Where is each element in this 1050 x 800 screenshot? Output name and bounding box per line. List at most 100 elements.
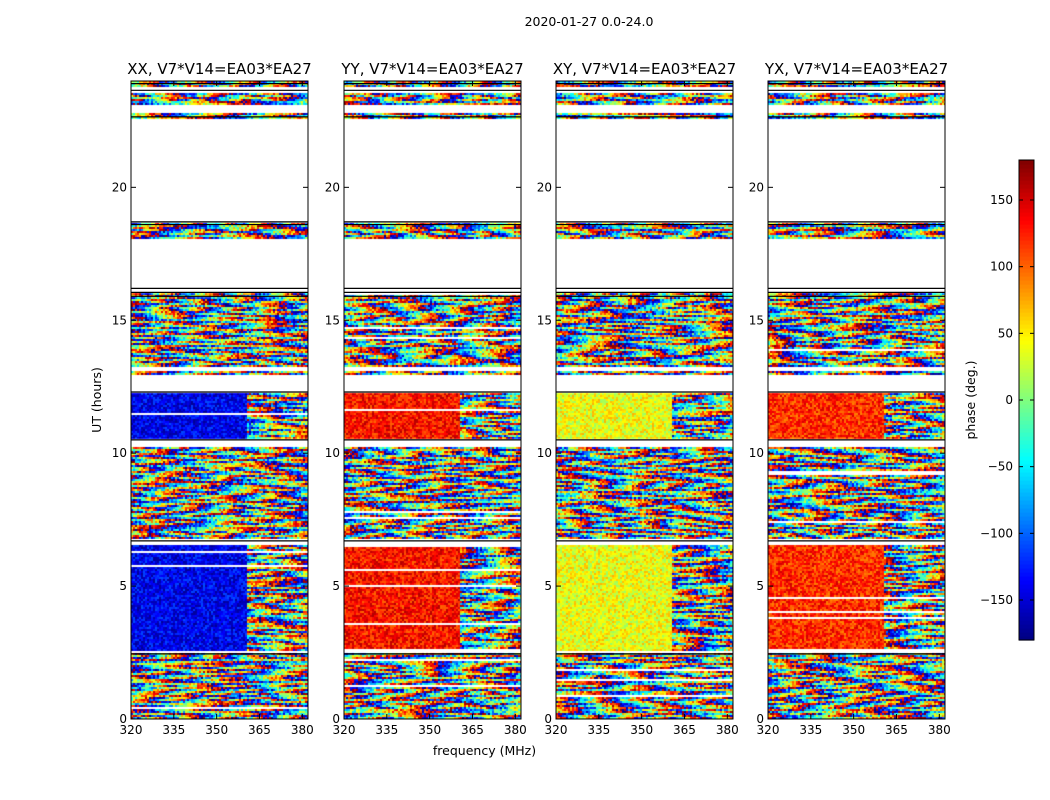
colorbar-segment — [1019, 260, 1034, 265]
colorbar-segment — [1019, 564, 1034, 569]
axes-frame — [130, 80, 309, 720]
colorbar-segment — [1019, 324, 1034, 329]
x-tick-label: 335 — [375, 723, 398, 737]
colorbar-segment — [1019, 492, 1034, 497]
colorbar-segment — [1019, 284, 1034, 289]
panel-1: YY, V7*V14=EA03*EA27 320 335 350 365 380 0 5 10 1… — [325, 60, 536, 758]
axes-frame — [555, 80, 734, 720]
colorbar-segment — [1019, 332, 1034, 337]
colorbar-tick-label: −150 — [980, 593, 1013, 607]
x-tick-label: 365 — [885, 723, 908, 737]
colorbar-segment — [1019, 164, 1034, 169]
y-tick-label: 0 — [332, 712, 340, 726]
colorbar-segment — [1019, 528, 1034, 533]
colorbar-tick-label: 150 — [990, 193, 1013, 207]
colorbar-segment — [1019, 188, 1034, 193]
y-tick-label: 15 — [112, 313, 127, 327]
y-tick-label: 5 — [756, 579, 764, 593]
colorbar-segment — [1019, 192, 1034, 197]
colorbar-segment — [1019, 380, 1034, 385]
colorbar-segment — [1019, 228, 1034, 233]
colorbar-segment — [1019, 472, 1034, 477]
colorbar-segment — [1019, 496, 1034, 501]
colorbar-segment — [1019, 336, 1034, 341]
colorbar-tick-label: −50 — [988, 460, 1013, 474]
colorbar-segment — [1019, 512, 1034, 517]
colorbar-segment — [1019, 272, 1034, 277]
x-tick-label: 335 — [799, 723, 822, 737]
y-tick-label: 0 — [119, 712, 127, 726]
colorbar-segment — [1019, 384, 1034, 389]
colorbar-segment — [1019, 212, 1034, 217]
y-tick-label: 15 — [537, 313, 552, 327]
x-tick-label: 350 — [630, 723, 653, 737]
colorbar-segment — [1019, 468, 1034, 473]
colorbar-segment — [1019, 560, 1034, 565]
colorbar-segment — [1019, 612, 1034, 617]
colorbar-segment — [1019, 204, 1034, 209]
axes-frame — [343, 80, 522, 720]
colorbar-segment — [1019, 552, 1034, 557]
y-tick-label: 5 — [544, 579, 552, 593]
colorbar-segment — [1019, 636, 1034, 641]
colorbar-segment — [1019, 464, 1034, 469]
panel-title: YY, V7*V14=EA03*EA27 — [340, 60, 523, 78]
colorbar-segment — [1019, 544, 1034, 549]
colorbar-segment — [1019, 240, 1034, 245]
x-tick-label: 350 — [418, 723, 441, 737]
colorbar-segment — [1019, 328, 1034, 333]
colorbar-segment — [1019, 300, 1034, 305]
colorbar-segment — [1019, 360, 1034, 365]
colorbar-segment — [1019, 576, 1034, 581]
colorbar: 150 100 50 0 −50 −100 −150 phase (deg.) — [963, 159, 1035, 641]
x-tick-label: 320 — [545, 723, 568, 737]
x-tick-label: 320 — [757, 723, 780, 737]
colorbar-segment — [1019, 264, 1034, 269]
y-tick-label: 20 — [537, 180, 552, 194]
colorbar-segment — [1019, 320, 1034, 325]
colorbar-segment — [1019, 176, 1034, 181]
colorbar-segment — [1019, 596, 1034, 601]
colorbar-segment — [1019, 408, 1034, 413]
x-tick-label: 365 — [248, 723, 271, 737]
colorbar-segment — [1019, 548, 1034, 553]
colorbar-tick-label: 100 — [990, 260, 1013, 274]
colorbar-segment — [1019, 184, 1034, 189]
colorbar-segment — [1019, 416, 1034, 421]
colorbar-segment — [1019, 168, 1034, 173]
y-tick-label: 10 — [112, 446, 127, 460]
colorbar-segment — [1019, 292, 1034, 297]
phase-heatmap — [131, 81, 308, 719]
colorbar-segment — [1019, 216, 1034, 221]
colorbar-segment — [1019, 308, 1034, 313]
colorbar-segment — [1019, 236, 1034, 241]
colorbar-segment — [1019, 388, 1034, 393]
colorbar-segment — [1019, 608, 1034, 613]
colorbar-segment — [1019, 224, 1034, 229]
colorbar-segment — [1019, 588, 1034, 593]
colorbar-segment — [1019, 568, 1034, 573]
x-axis-label: frequency (MHz) — [433, 743, 536, 758]
colorbar-segment — [1019, 424, 1034, 429]
phase-heatmap — [556, 81, 733, 719]
colorbar-segment — [1019, 248, 1034, 253]
colorbar-segment — [1019, 620, 1034, 625]
y-axis-label: UT (hours) — [89, 367, 104, 433]
colorbar-segment — [1019, 456, 1034, 461]
colorbar-segment — [1019, 364, 1034, 369]
colorbar-label: phase (deg.) — [963, 361, 978, 440]
colorbar-segment — [1019, 368, 1034, 373]
panel-title: XX, V7*V14=EA03*EA27 — [127, 60, 311, 78]
colorbar-tick-label: −100 — [980, 526, 1013, 540]
x-tick-label: 320 — [333, 723, 356, 737]
y-tick-label: 10 — [325, 446, 340, 460]
y-tick-label: 10 — [749, 446, 764, 460]
colorbar-segment — [1019, 304, 1034, 309]
y-tick-label: 0 — [544, 712, 552, 726]
colorbar-segment — [1019, 400, 1034, 405]
colorbar-segment — [1019, 376, 1034, 381]
y-tick-label: 5 — [119, 579, 127, 593]
colorbar-segment — [1019, 532, 1034, 537]
phase-heatmap-canvas — [556, 81, 733, 719]
